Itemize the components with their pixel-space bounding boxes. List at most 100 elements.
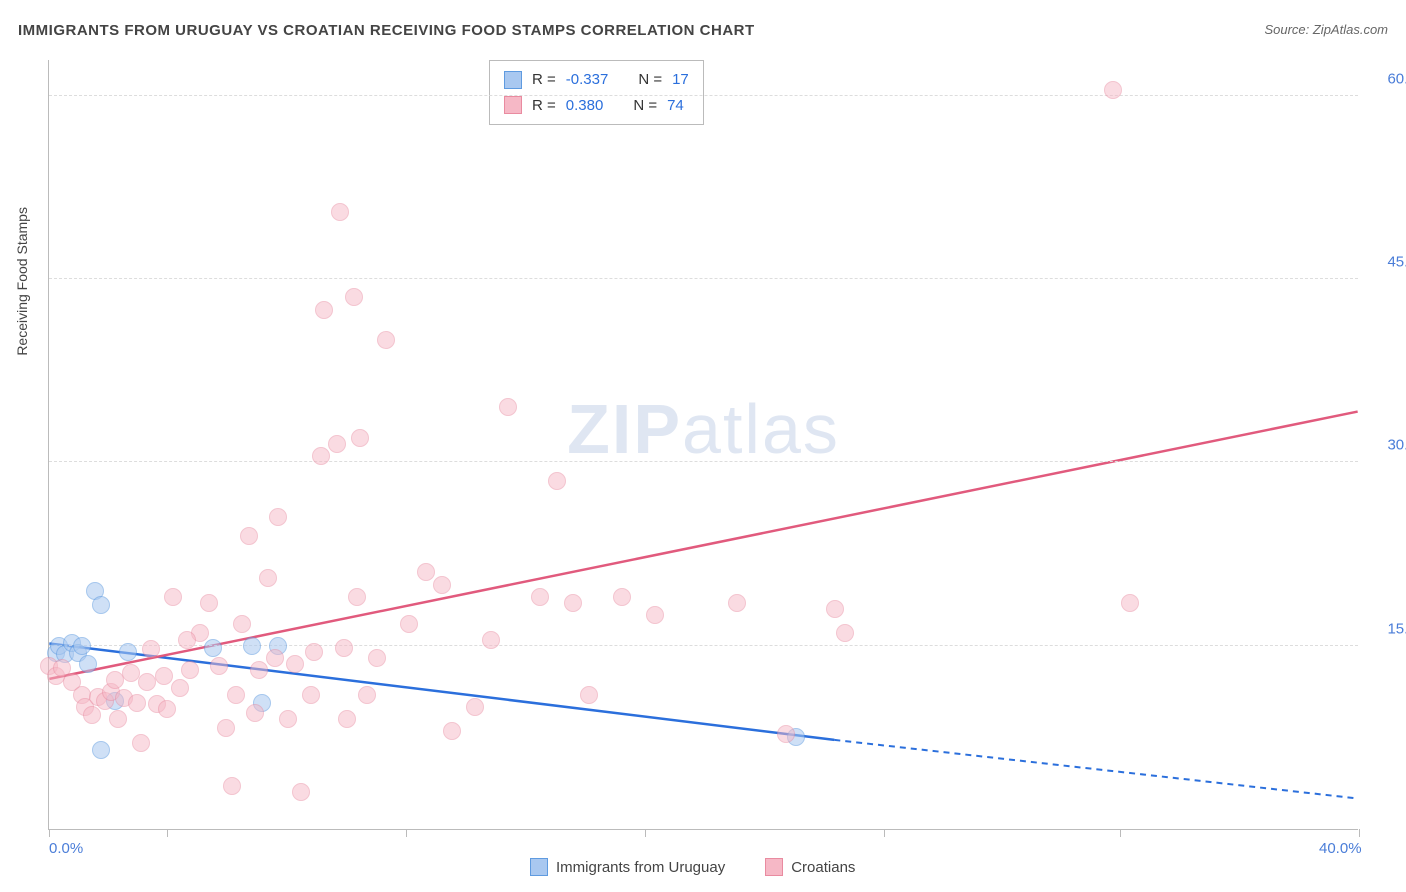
data-point xyxy=(466,698,484,716)
data-point xyxy=(73,637,91,655)
data-point xyxy=(243,637,261,655)
gridline xyxy=(49,461,1358,462)
data-point xyxy=(204,639,222,657)
data-point xyxy=(302,686,320,704)
data-point xyxy=(246,704,264,722)
data-point xyxy=(417,563,435,581)
data-point xyxy=(531,588,549,606)
data-point xyxy=(200,594,218,612)
x-tick xyxy=(1359,829,1360,837)
swatch-croatians xyxy=(504,96,522,114)
swatch-uruguay xyxy=(504,71,522,89)
data-point xyxy=(181,661,199,679)
legend-item-croatians: Croatians xyxy=(765,858,855,876)
series-legend: Immigrants from Uruguay Croatians xyxy=(530,858,855,876)
data-point xyxy=(138,673,156,691)
data-point xyxy=(368,649,386,667)
data-point xyxy=(328,435,346,453)
data-point xyxy=(233,615,251,633)
data-point xyxy=(171,679,189,697)
data-point xyxy=(292,783,310,801)
data-point xyxy=(269,508,287,526)
data-point xyxy=(250,661,268,679)
data-point xyxy=(331,203,349,221)
data-point xyxy=(826,600,844,618)
y-tick-label: 30.0% xyxy=(1387,437,1406,454)
x-tick xyxy=(884,829,885,837)
data-point xyxy=(227,686,245,704)
data-point xyxy=(223,777,241,795)
x-tick xyxy=(645,829,646,837)
correlation-legend: R = -0.337 N = 17 R = 0.380 N = 74 xyxy=(489,60,704,125)
y-tick-label: 15.0% xyxy=(1387,620,1406,637)
x-tick-label: 0.0% xyxy=(49,840,83,857)
data-point xyxy=(443,722,461,740)
x-tick xyxy=(406,829,407,837)
data-point xyxy=(210,657,228,675)
data-point xyxy=(132,734,150,752)
swatch-uruguay-bottom xyxy=(530,858,548,876)
chart-title: IMMIGRANTS FROM URUGUAY VS CROATIAN RECE… xyxy=(18,22,755,39)
plot-area: ZIPatlas R = -0.337 N = 17 R = 0.380 N =… xyxy=(48,60,1358,830)
data-point xyxy=(178,631,196,649)
data-point xyxy=(217,719,235,737)
legend-row-croatians: R = 0.380 N = 74 xyxy=(504,93,689,119)
data-point xyxy=(240,527,258,545)
data-point xyxy=(580,686,598,704)
data-point xyxy=(142,640,160,658)
data-point xyxy=(286,655,304,673)
data-point xyxy=(305,643,323,661)
data-point xyxy=(646,606,664,624)
x-tick-label: 40.0% xyxy=(1319,840,1362,857)
trend-lines xyxy=(49,60,1358,829)
data-point xyxy=(164,588,182,606)
gridline xyxy=(49,278,1358,279)
data-point xyxy=(92,741,110,759)
data-point xyxy=(259,569,277,587)
data-point xyxy=(400,615,418,633)
legend-row-uruguay: R = -0.337 N = 17 xyxy=(504,67,689,93)
data-point xyxy=(613,588,631,606)
data-point xyxy=(335,639,353,657)
legend-label: Immigrants from Uruguay xyxy=(556,859,725,876)
data-point xyxy=(312,447,330,465)
data-point xyxy=(106,671,124,689)
data-point xyxy=(499,398,517,416)
data-point xyxy=(79,655,97,673)
data-point xyxy=(564,594,582,612)
data-point xyxy=(836,624,854,642)
data-point xyxy=(377,331,395,349)
data-point xyxy=(279,710,297,728)
data-point xyxy=(155,667,173,685)
data-point xyxy=(315,301,333,319)
x-tick xyxy=(49,829,50,837)
data-point xyxy=(119,643,137,661)
x-tick xyxy=(1120,829,1121,837)
data-point xyxy=(92,596,110,614)
data-point xyxy=(345,288,363,306)
legend-item-uruguay: Immigrants from Uruguay xyxy=(530,858,725,876)
watermark: ZIPatlas xyxy=(567,389,840,469)
data-point xyxy=(348,588,366,606)
y-tick-label: 45.0% xyxy=(1387,254,1406,271)
data-point xyxy=(728,594,746,612)
gridline xyxy=(49,95,1358,96)
data-point xyxy=(433,576,451,594)
data-point xyxy=(482,631,500,649)
data-point xyxy=(1121,594,1139,612)
swatch-croatians-bottom xyxy=(765,858,783,876)
data-point xyxy=(128,694,146,712)
data-point xyxy=(777,725,795,743)
data-point xyxy=(122,664,140,682)
data-point xyxy=(83,706,101,724)
data-point xyxy=(338,710,356,728)
source-attribution: Source: ZipAtlas.com xyxy=(1264,22,1388,37)
legend-label: Croatians xyxy=(791,859,855,876)
y-axis-label: Receiving Food Stamps xyxy=(14,207,30,356)
x-tick xyxy=(167,829,168,837)
data-point xyxy=(158,700,176,718)
data-point xyxy=(548,472,566,490)
data-point xyxy=(266,649,284,667)
data-point xyxy=(1104,81,1122,99)
y-tick-label: 60.0% xyxy=(1387,70,1406,87)
